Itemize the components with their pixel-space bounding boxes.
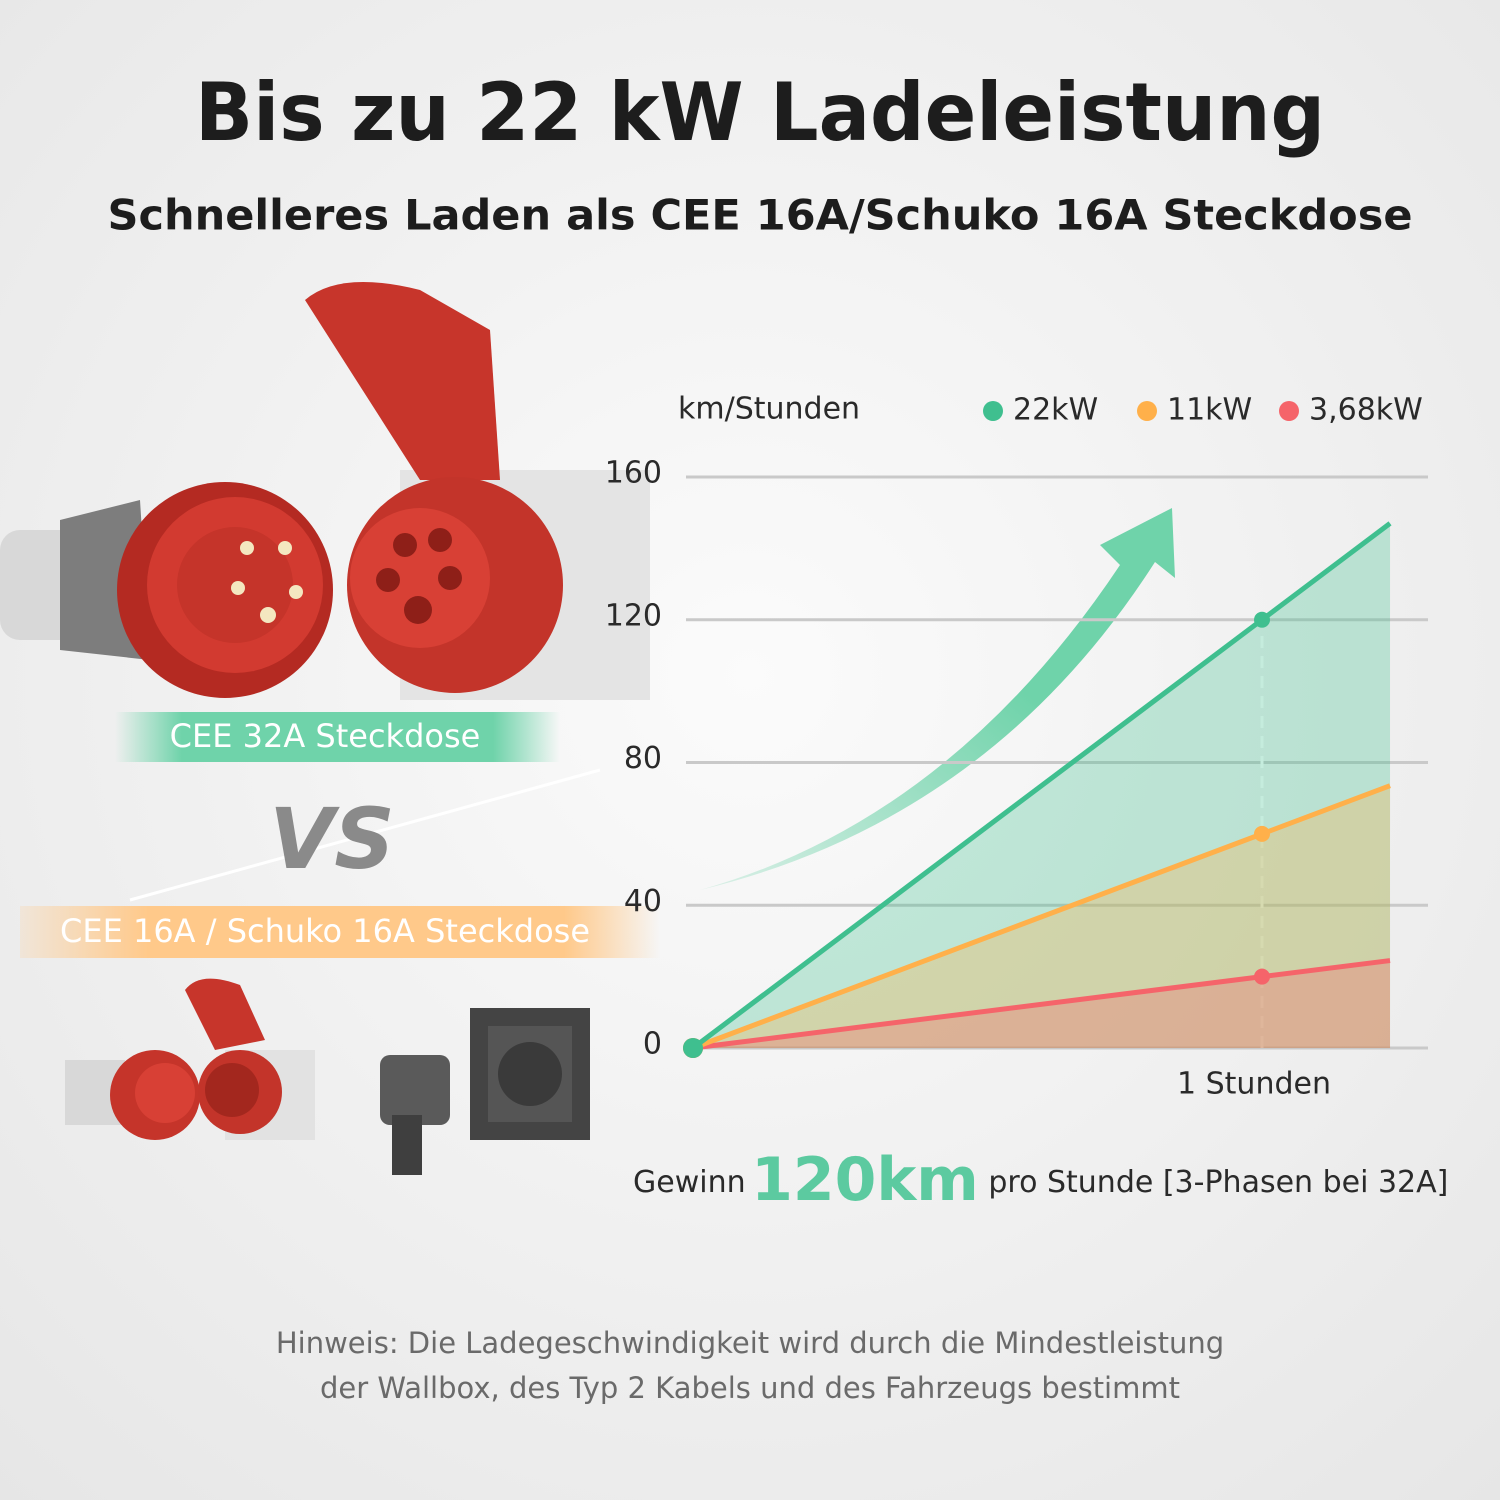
- y-axis-label: km/Stunden: [678, 392, 860, 427]
- legend-label: 3,68kW: [1309, 393, 1423, 428]
- cee16-illustration: [65, 978, 590, 1175]
- subtitle: Schnelleres Laden als CEE 16A/Schuko 16A…: [108, 191, 1413, 240]
- legend-label: 22kW: [1013, 393, 1098, 428]
- data-point: [1254, 968, 1270, 985]
- legend-label: 11kW: [1167, 393, 1252, 428]
- y-tick-label: 160: [605, 456, 662, 491]
- y-tick-label: 40: [624, 884, 662, 919]
- slow-label: CEE 16A / Schuko 16A Steckdose: [60, 912, 590, 950]
- legend-swatch: [983, 401, 1003, 421]
- cee32-illustration: [0, 282, 650, 700]
- fast-label: CEE 32A Steckdose: [170, 717, 481, 755]
- title: Bis zu 22 kW Ladeleistung: [195, 66, 1325, 159]
- summary-highlight: 120km: [751, 1145, 979, 1215]
- growth-arrow: [700, 508, 1175, 890]
- summary-prefix: Gewinn: [633, 1165, 746, 1200]
- summary-suffix: pro Stunde [3-Phasen bei 32A]: [988, 1165, 1448, 1200]
- fast-band: [115, 712, 560, 762]
- note-line: der Wallbox, des Typ 2 Kabels und des Fa…: [320, 1371, 1180, 1405]
- data-point: [683, 1038, 703, 1058]
- data-point: [1254, 825, 1270, 842]
- slow-band: [20, 906, 660, 958]
- summary: Gewinn 120km pro Stunde [3-Phasen bei 32…: [633, 1145, 1448, 1215]
- y-tick-label: 0: [643, 1027, 662, 1062]
- x-tick-label: 1 Stunden: [1177, 1067, 1331, 1102]
- vs-label: VS: [269, 790, 395, 888]
- y-tick-label: 80: [624, 741, 662, 776]
- data-point: [1254, 611, 1270, 628]
- legend-swatch: [1137, 401, 1157, 421]
- y-tick-label: 120: [605, 598, 662, 633]
- plot: 0 40 80 120 160 1 Stunden: [605, 456, 1428, 1102]
- legend-swatch: [1279, 401, 1299, 421]
- divider: [129, 768, 601, 902]
- note-line: Hinweis: Die Ladegeschwindigkeit wird du…: [276, 1326, 1224, 1360]
